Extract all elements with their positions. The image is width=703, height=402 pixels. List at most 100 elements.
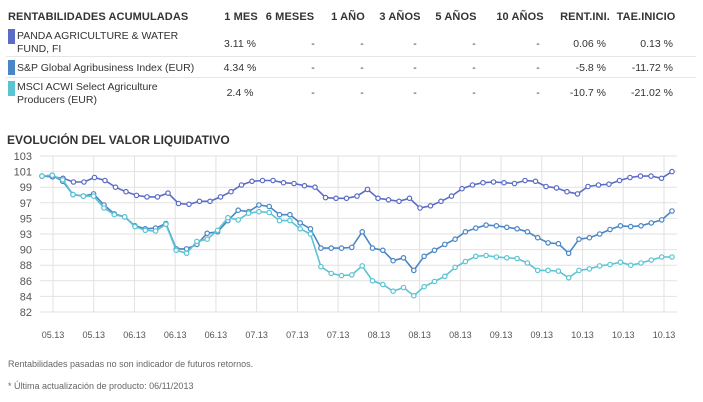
data-point xyxy=(291,180,297,187)
disclaimer-text: Rentabilidades pasadas no son indicador … xyxy=(8,359,254,369)
header-tae-inicio: TAE.INICIO xyxy=(616,11,676,23)
data-point xyxy=(204,236,211,243)
cell-6-meses: - xyxy=(311,38,315,50)
data-point xyxy=(545,240,551,246)
data-point xyxy=(596,231,603,237)
data-point xyxy=(431,247,438,254)
cell-5-anos: - xyxy=(472,38,476,50)
data-point xyxy=(287,211,293,218)
data-point xyxy=(514,255,520,262)
data-point xyxy=(359,229,366,235)
row-divider xyxy=(6,56,696,57)
cell-tae-inicio: -21.02 % xyxy=(630,87,673,99)
data-point xyxy=(493,254,500,260)
data-point xyxy=(576,267,582,274)
data-point xyxy=(49,172,56,179)
data-point xyxy=(379,281,386,288)
data-point xyxy=(480,179,486,186)
fund-name-line2: FUND, FI xyxy=(17,43,62,55)
data-point xyxy=(102,177,108,184)
y-tick-label: 88 xyxy=(20,260,32,272)
data-point xyxy=(70,191,76,198)
data-point xyxy=(390,257,396,264)
data-point xyxy=(307,226,314,232)
header-10-anos: 10 AÑOS xyxy=(496,11,544,23)
data-point xyxy=(514,226,520,232)
data-point xyxy=(607,261,613,268)
data-point xyxy=(406,195,413,202)
fund-name-line1: PANDA AGRICULTURE & WATER xyxy=(17,30,179,42)
data-point xyxy=(364,186,371,193)
data-point xyxy=(385,196,392,203)
data-point xyxy=(524,260,531,266)
cell-tae-inicio: -11.72 % xyxy=(631,62,673,74)
x-tick-label: 07.13 xyxy=(245,330,268,340)
header-6-meses: 6 MESES xyxy=(265,11,315,23)
data-point xyxy=(173,247,180,254)
data-point xyxy=(595,182,602,188)
data-point xyxy=(217,194,224,200)
data-point xyxy=(228,188,234,195)
cell-3-anos: - xyxy=(413,62,417,74)
data-point xyxy=(270,177,276,184)
x-tick-label: 08.13 xyxy=(449,330,472,340)
data-point xyxy=(39,173,45,179)
data-point xyxy=(396,198,402,205)
data-point xyxy=(91,174,98,181)
cell-rent-ini: 0.06 % xyxy=(573,38,606,50)
x-tick-label: 08.13 xyxy=(368,330,391,340)
data-point xyxy=(259,177,266,184)
data-point xyxy=(333,195,339,202)
data-point xyxy=(183,250,190,257)
data-point xyxy=(375,195,381,202)
x-tick-label: 08.13 xyxy=(408,330,431,340)
data-point xyxy=(441,273,448,280)
row-divider xyxy=(6,77,696,78)
data-point xyxy=(70,179,77,185)
fund-name: PANDA AGRICULTURE & WATER FUND, FI xyxy=(17,30,178,56)
data-point xyxy=(503,255,510,261)
data-point xyxy=(586,266,593,272)
data-point xyxy=(90,193,97,199)
data-point xyxy=(328,270,335,277)
data-point xyxy=(421,283,427,290)
data-point xyxy=(186,201,192,208)
data-point xyxy=(390,288,396,295)
cell-3-anos: - xyxy=(413,87,417,99)
x-tick-label: 07.13 xyxy=(327,330,350,340)
data-point xyxy=(142,227,149,234)
data-point xyxy=(648,173,654,179)
data-point xyxy=(194,238,200,245)
data-point xyxy=(522,177,528,184)
data-point xyxy=(111,211,118,218)
data-point xyxy=(354,193,360,199)
data-point xyxy=(452,236,458,243)
x-tick-label: 10.13 xyxy=(571,330,594,340)
cell-rent-ini: -10.7 % xyxy=(569,87,606,99)
x-tick-label: 10.13 xyxy=(612,330,635,340)
data-point xyxy=(238,182,245,188)
data-point xyxy=(669,168,675,175)
y-tick-label: 82 xyxy=(20,307,32,319)
data-point xyxy=(196,198,203,205)
cell-1-mes: 3.11 % xyxy=(224,38,256,50)
data-point xyxy=(379,247,386,254)
data-point xyxy=(524,229,531,235)
data-point xyxy=(606,181,612,188)
data-point xyxy=(328,245,335,251)
data-point xyxy=(658,175,665,182)
header-rent-ini: RENT.INI. xyxy=(560,11,610,23)
x-tick-label: 09.13 xyxy=(531,330,554,340)
data-point xyxy=(256,202,262,208)
data-point xyxy=(280,179,287,186)
data-point xyxy=(565,250,572,257)
cell-6-meses: - xyxy=(311,87,315,99)
data-point xyxy=(307,231,314,237)
data-point xyxy=(266,209,273,216)
fund-name-line1: S&P Global Agribusiness Index (EUR) xyxy=(17,62,195,74)
data-point xyxy=(511,180,518,187)
data-point xyxy=(627,262,634,269)
data-point xyxy=(318,245,324,251)
cell-tae-inicio: 0.13 % xyxy=(640,38,673,50)
data-point xyxy=(555,240,562,247)
